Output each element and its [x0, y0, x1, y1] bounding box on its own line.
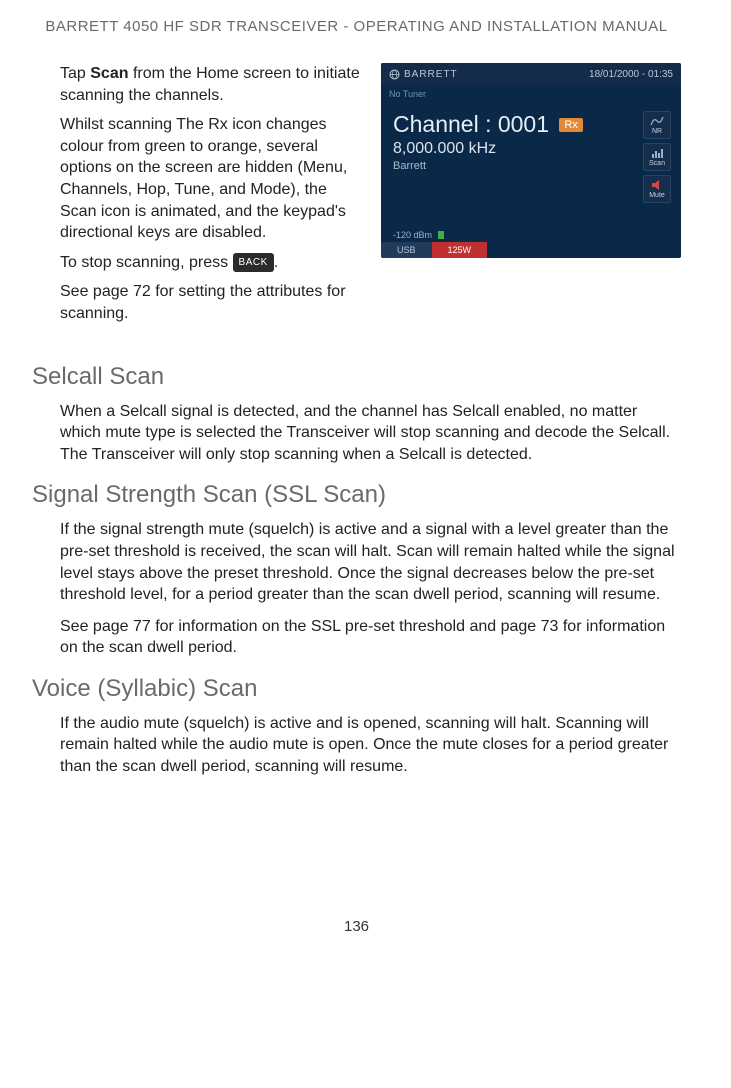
dbm-value: -120 dBm	[393, 230, 432, 240]
channel-label: Channel : 0001	[393, 111, 549, 137]
ss-bottom: -120 dBm USB 125W	[381, 230, 681, 258]
scan-icon: Scan	[643, 143, 671, 171]
doc-header: BARRETT 4050 HF SDR TRANSCEIVER - OPERAT…	[32, 18, 681, 35]
intro-p3: To stop scanning, press BACK.	[60, 252, 367, 274]
ss-sub: Barrett	[393, 160, 583, 172]
ss-channel: Channel : 0001 Rx	[393, 111, 583, 138]
scan-label: Scan	[649, 160, 665, 167]
intro-text: Tap Scan from the Home screen to initiat…	[60, 63, 367, 333]
back-key-icon: BACK	[233, 253, 274, 273]
ss-main: Channel : 0001 Rx 8,000.000 kHz Barrett …	[381, 103, 681, 207]
brand-logo: BARRETT	[389, 69, 458, 80]
section-title-selcall: Selcall Scan	[32, 363, 681, 391]
scan-bold: Scan	[90, 65, 128, 82]
brand-text: BARRETT	[404, 69, 458, 80]
section-title-ssl: Signal Strength Scan (SSL Scan)	[32, 481, 681, 509]
ssl-p2: See page 77 for information on the SSL p…	[60, 616, 681, 659]
ss-right-icons: NR Scan Mute	[643, 111, 671, 203]
globe-icon	[389, 69, 400, 80]
rx-badge: Rx	[559, 118, 582, 132]
ss-dbm: -120 dBm	[381, 230, 681, 242]
section-title-voice: Voice (Syllabic) Scan	[32, 675, 681, 703]
section-body-selcall: When a Selcall signal is detected, and t…	[60, 401, 681, 466]
mute-label: Mute	[649, 192, 665, 199]
p1-prefix: Tap	[60, 65, 90, 82]
voice-p1: If the audio mute (squelch) is active an…	[60, 713, 681, 778]
p3-suffix: .	[274, 254, 278, 271]
intro-p4: See page 72 for setting the attributes f…	[60, 281, 367, 324]
ss-main-left: Channel : 0001 Rx 8,000.000 kHz Barrett	[393, 111, 583, 203]
intro-p2: Whilst scanning The Rx icon changes colo…	[60, 114, 367, 244]
ssl-p1: If the signal strength mute (squelch) is…	[60, 519, 681, 605]
page-number: 136	[32, 918, 681, 935]
ss-tuner: No Tuner	[381, 85, 681, 103]
signal-bar-icon	[438, 231, 444, 239]
ss-datetime: 18/01/2000 - 01:35	[589, 69, 673, 80]
nr-icon: NR	[643, 111, 671, 139]
manual-page: BARRETT 4050 HF SDR TRANSCEIVER - OPERAT…	[0, 0, 731, 965]
intro-p1: Tap Scan from the Home screen to initiat…	[60, 63, 367, 106]
power-badge: 125W	[432, 242, 488, 258]
nr-label: NR	[652, 128, 662, 135]
usb-badge: USB	[381, 242, 432, 258]
section-body-ssl: If the signal strength mute (squelch) is…	[60, 519, 681, 659]
ss-status: USB 125W	[381, 242, 681, 258]
ss-topbar: BARRETT 18/01/2000 - 01:35	[381, 63, 681, 85]
device-screenshot: BARRETT 18/01/2000 - 01:35 No Tuner Chan…	[381, 63, 681, 258]
p3-prefix: To stop scanning, press	[60, 254, 233, 271]
mute-icon: Mute	[643, 175, 671, 203]
section-body-voice: If the audio mute (squelch) is active an…	[60, 713, 681, 778]
ss-freq: 8,000.000 kHz	[393, 140, 583, 158]
selcall-p1: When a Selcall signal is detected, and t…	[60, 401, 681, 466]
intro-row: Tap Scan from the Home screen to initiat…	[60, 63, 681, 333]
